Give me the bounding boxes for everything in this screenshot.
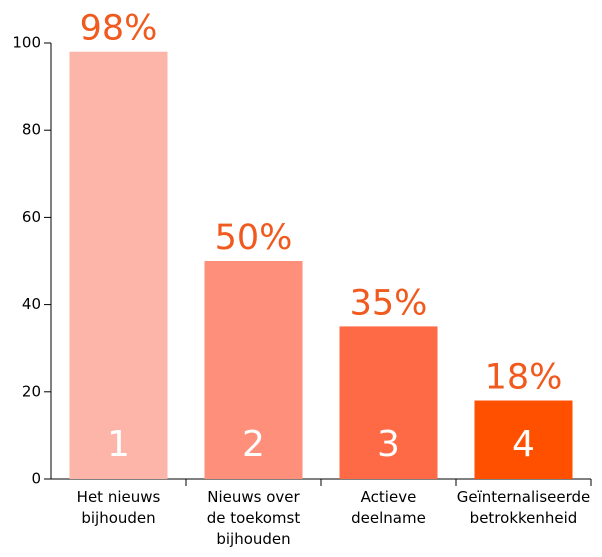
x-tick-label: Nieuws over de toekomst bijhouden	[206, 488, 301, 548]
bar-number: 4	[512, 424, 535, 465]
x-tick-label: Het nieuws bijhouden	[76, 488, 161, 527]
y-tick-label: 40	[22, 295, 41, 313]
y-tick-label: 80	[22, 121, 41, 139]
bar	[339, 326, 438, 479]
value-label: 98%	[80, 9, 158, 49]
bar	[69, 51, 168, 479]
y-tick-label: 20	[22, 382, 41, 400]
value-label: 18%	[485, 358, 563, 398]
bar-number: 1	[107, 424, 130, 465]
y-tick-label: 100	[12, 34, 41, 52]
bar-number: 2	[242, 424, 265, 465]
value-label: 50%	[215, 218, 293, 258]
value-label: 35%	[350, 283, 428, 323]
x-tick-label: Actieve deelname	[351, 488, 426, 527]
bar-number: 3	[377, 424, 400, 465]
y-tick-label: 0	[31, 470, 41, 488]
y-tick-label: 60	[22, 208, 41, 226]
bar	[474, 400, 573, 479]
x-tick-label: Geïnternaliseerde betrokkenheid	[456, 488, 591, 527]
bar	[204, 261, 303, 479]
